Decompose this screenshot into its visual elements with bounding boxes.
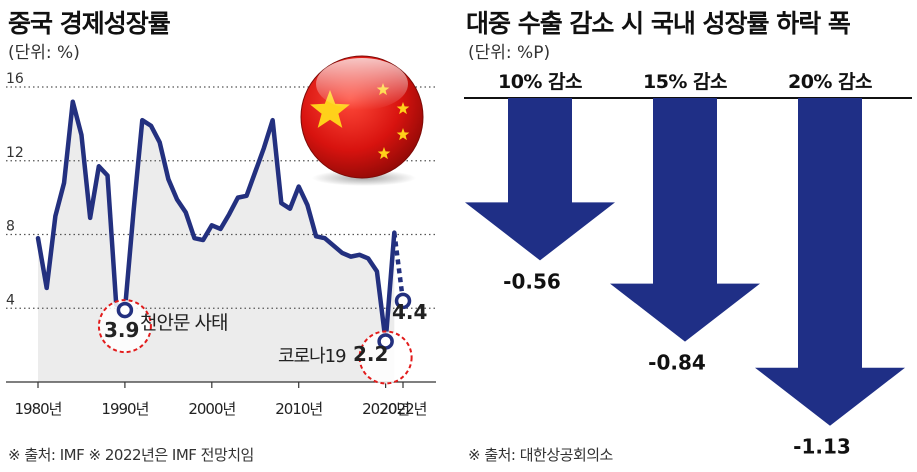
y-tick-label-4: 4 [6,292,15,308]
left-chart-title: 중국 경제성장률 [8,9,171,38]
marker-1990-point [116,301,134,319]
arrow-series-layer: 10% 감소 -0.56 15% 감소 -0.84 20% 감소 -1.13 [464,71,912,459]
y-tick-label-12: 12 [6,145,24,161]
growth-series-line [35,99,397,344]
category-label-1: 10% 감소 [498,71,582,93]
decline-arrow-2 [610,98,760,342]
y-tick-label-8: 8 [6,219,15,235]
marker-layer [97,292,413,385]
decline-arrow-3 [755,98,905,426]
covid-label: 코로나19 [278,346,347,367]
marker-1990-highlight-ring [97,299,152,354]
value-label-1990: 3.9 [104,318,140,342]
value-label-1: -0.56 [503,269,561,293]
x-tick-label-1990: 1990년 [101,400,148,418]
right-chart-source: ※ 출처: 대한상공회의소 [468,446,613,464]
decline-arrow-1 [465,98,615,261]
gridlines-layer: 4 8 12 16 [6,71,436,309]
forecast-series-line [392,232,406,302]
category-label-3: 20% 감소 [788,71,872,93]
tiananmen-label: 천안문 사태 [140,312,228,334]
y-tick-label-16: 16 [6,71,24,87]
decline-arrow-chart: 10% 감소 -0.56 15% 감소 -0.84 20% 감소 -1.13 [464,71,912,459]
marker-2022-point [394,292,412,310]
value-label-3: -1.13 [793,435,851,459]
value-label-2: -0.84 [648,351,706,375]
category-label-2: 15% 감소 [643,71,727,93]
x-tick-label-2000: 2000년 [188,400,235,418]
series-layer [35,99,406,344]
china-flag-icon [300,55,424,186]
value-label-2020: 2.2 [353,342,389,366]
left-chart-source: ※ 출처: IMF ※ 2022년은 IMF 전망치임 [8,446,254,464]
right-chart-title: 대중 수출 감소 시 국내 성장률 하락 폭 [466,9,851,38]
x-tick-label-1980: 1980년 [15,400,62,418]
x-tick-label-2022: 2022년 [380,400,427,418]
x-tick-label-2020: 2020년 [362,400,409,418]
x-tick-label-2010: 2010년 [275,400,322,418]
marker-2020-highlight-ring [358,330,413,385]
right-chart-unit: (단위: %P) [468,43,551,63]
left-chart-unit: (단위: %) [8,43,80,63]
value-label-2022: 4.4 [392,300,428,324]
marker-2020-point [377,333,394,350]
